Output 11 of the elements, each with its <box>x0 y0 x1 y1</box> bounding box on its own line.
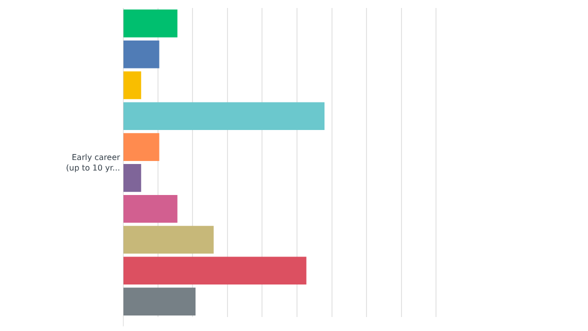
bar <box>123 226 214 254</box>
text: Early career (up to 10 yr... <box>66 153 121 172</box>
bar <box>123 133 160 161</box>
bar <box>123 256 306 285</box>
bar <box>123 10 178 38</box>
bar <box>123 40 160 68</box>
bar <box>123 71 142 100</box>
bar <box>123 102 325 130</box>
bar <box>123 288 196 316</box>
bar <box>123 164 142 192</box>
bar <box>123 194 178 223</box>
